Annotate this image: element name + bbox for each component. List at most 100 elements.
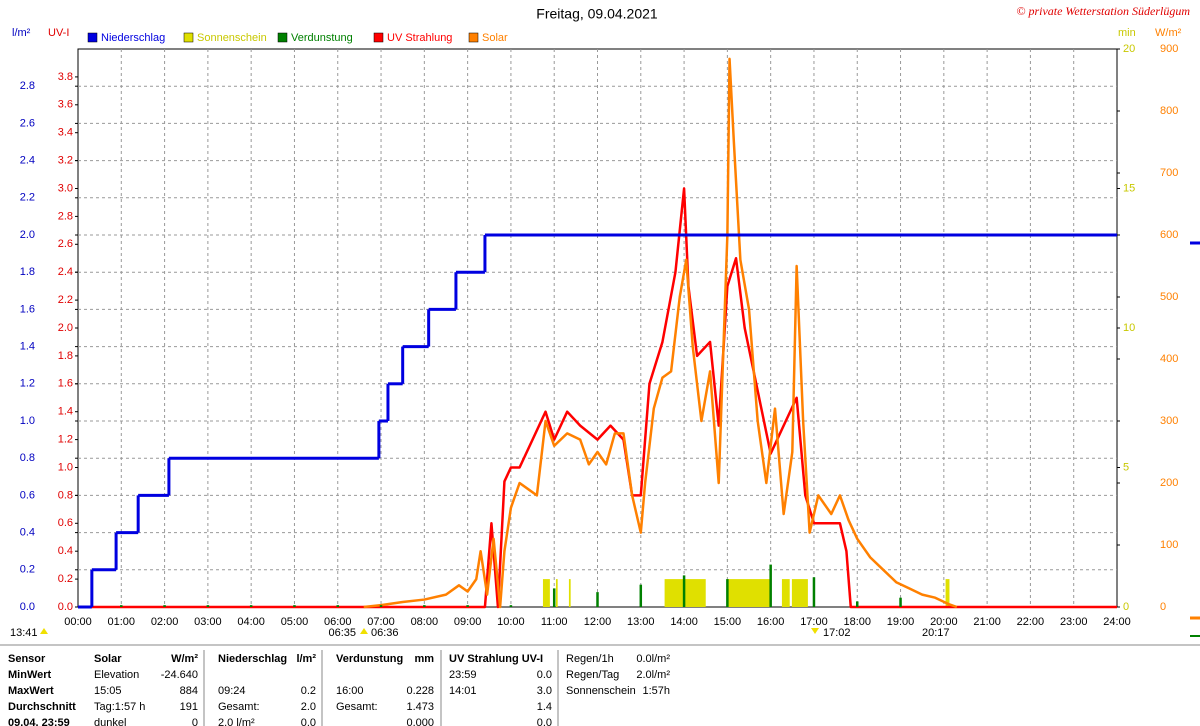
x-tick-label: 17:00 xyxy=(800,616,828,628)
y-tick-label: 3.6 xyxy=(58,99,73,111)
y-tick-label: 1.4 xyxy=(58,406,73,418)
y-tick-label: 3.2 xyxy=(58,155,73,167)
y-tick-label: 2.0 xyxy=(20,229,35,241)
x-tick-label: 05:00 xyxy=(281,616,309,628)
sun-icon xyxy=(811,628,819,634)
y-tick-label: 10 xyxy=(1123,322,1135,334)
y-tick-label: 5 xyxy=(1123,461,1129,473)
bar xyxy=(945,579,950,607)
x-tick-label: 02:00 xyxy=(151,616,179,628)
table-cell: Niederschlag xyxy=(218,653,287,665)
y-tick-label: 0 xyxy=(1160,601,1166,613)
bar xyxy=(568,579,571,607)
y-tick-label: 100 xyxy=(1160,539,1178,551)
table-cell: 2.0 xyxy=(301,701,316,713)
y-tick-label: 1.0 xyxy=(20,415,35,427)
table-cell: 1.473 xyxy=(406,701,434,713)
x-tick-label: 16:00 xyxy=(757,616,785,628)
table-cell: 2.0l/m² xyxy=(636,669,670,681)
y-tick-label: 0.0 xyxy=(58,601,73,613)
x-tick-label: 12:00 xyxy=(584,616,612,628)
chart-title: Freitag, 09.04.2021 xyxy=(536,6,658,22)
y-tick-label: 1.8 xyxy=(20,266,35,278)
table-cell: 3.0 xyxy=(537,685,552,697)
legend-label: Niederschlag xyxy=(101,32,165,44)
table-cell: mm xyxy=(414,653,434,665)
table-cell: 0.0 xyxy=(537,669,552,681)
y-tick-label: 1.2 xyxy=(20,378,35,390)
y-tick-label: 0.4 xyxy=(58,545,73,557)
bar xyxy=(726,579,770,607)
x-tick-label: 06:00 xyxy=(324,616,352,628)
x-tick-label: 24:00 xyxy=(1103,616,1131,628)
x-tick-label: 15:00 xyxy=(714,616,742,628)
y-tick-label: 0.8 xyxy=(20,452,35,464)
x-tick-label: 03:00 xyxy=(194,616,222,628)
bar xyxy=(791,579,808,607)
x-tick-label: 08:00 xyxy=(411,616,439,628)
table-cell: 884 xyxy=(180,685,198,697)
annotation: 20:17 xyxy=(922,627,950,639)
annotation: 13:41 xyxy=(10,627,38,639)
axis-unit: min xyxy=(1118,27,1136,39)
y-tick-label: 0.6 xyxy=(58,517,73,529)
x-tick-label: 20:00 xyxy=(930,616,958,628)
y-tick-label: 0.4 xyxy=(20,527,35,539)
legend-label: Verdunstung xyxy=(291,32,353,44)
y-tick-label: 1.6 xyxy=(20,303,35,315)
x-tick-label: 09:00 xyxy=(454,616,482,628)
table-cell: 14:01 xyxy=(449,685,477,697)
y-tick-label: 2.4 xyxy=(58,266,73,278)
y-tick-label: 500 xyxy=(1160,291,1178,303)
y-tick-label: 700 xyxy=(1160,167,1178,179)
table-cell: 0.2 xyxy=(301,685,316,697)
table-cell: 0.000 xyxy=(406,717,434,726)
table-cell: 15:05 xyxy=(94,685,122,697)
table-cell: Regen/1h xyxy=(566,653,614,665)
table-cell: Sonnenschein xyxy=(566,685,636,697)
table-cell: dunkel xyxy=(94,717,126,726)
x-tick-label: 00:00 xyxy=(64,616,92,628)
legend-label: Solar xyxy=(482,32,508,44)
table-cell: 0.0 xyxy=(301,717,316,726)
table-cell: 09:24 xyxy=(218,685,246,697)
y-tick-label: 400 xyxy=(1160,353,1178,365)
y-tick-label: 2.4 xyxy=(20,155,35,167)
x-tick-label: 13:00 xyxy=(627,616,655,628)
x-tick-label: 14:00 xyxy=(670,616,698,628)
y-tick-label: 2.6 xyxy=(58,238,73,250)
y-tick-label: 3.8 xyxy=(58,71,73,83)
x-tick-label: 18:00 xyxy=(843,616,871,628)
legend-label: Sonnenschein xyxy=(197,32,267,44)
annotation: 06:36 xyxy=(371,627,399,639)
y-tick-label: 1.2 xyxy=(58,434,73,446)
y-tick-label: 0.6 xyxy=(20,489,35,501)
table-cell: Gesamt: xyxy=(218,701,260,713)
table-cell: W/m² xyxy=(171,653,198,665)
table-cell: 0.0l/m² xyxy=(636,653,670,665)
annotation: 17:02 xyxy=(823,627,851,639)
x-tick-label: 22:00 xyxy=(1017,616,1045,628)
axis-unit: l/m² xyxy=(12,27,31,39)
x-tick-label: 23:00 xyxy=(1060,616,1088,628)
table-cell: Tag:1:57 h xyxy=(94,701,145,713)
y-tick-label: 2.8 xyxy=(58,210,73,222)
y-tick-label: 1.8 xyxy=(58,350,73,362)
y-tick-label: 0 xyxy=(1123,601,1129,613)
y-tick-label: 20 xyxy=(1123,43,1135,55)
table-cell: 2.0 l/m² xyxy=(218,717,255,726)
table-cell: 1.4 xyxy=(537,701,552,713)
table-cell: -24.640 xyxy=(161,669,198,681)
table-cell: Regen/Tag xyxy=(566,669,619,681)
table-cell: 09.04. 23:59 xyxy=(8,717,70,726)
series-line xyxy=(78,187,1117,609)
y-tick-label: 2.6 xyxy=(20,117,35,129)
y-tick-label: 0.8 xyxy=(58,489,73,501)
annotation: 06:35 xyxy=(328,627,356,639)
bar xyxy=(542,579,550,607)
bar xyxy=(555,579,558,607)
table-cell: UV Strahlung UV-I xyxy=(449,653,543,665)
table-cell: 16:00 xyxy=(336,685,364,697)
y-tick-label: 0.0 xyxy=(20,601,35,613)
sun-icon xyxy=(40,628,48,634)
